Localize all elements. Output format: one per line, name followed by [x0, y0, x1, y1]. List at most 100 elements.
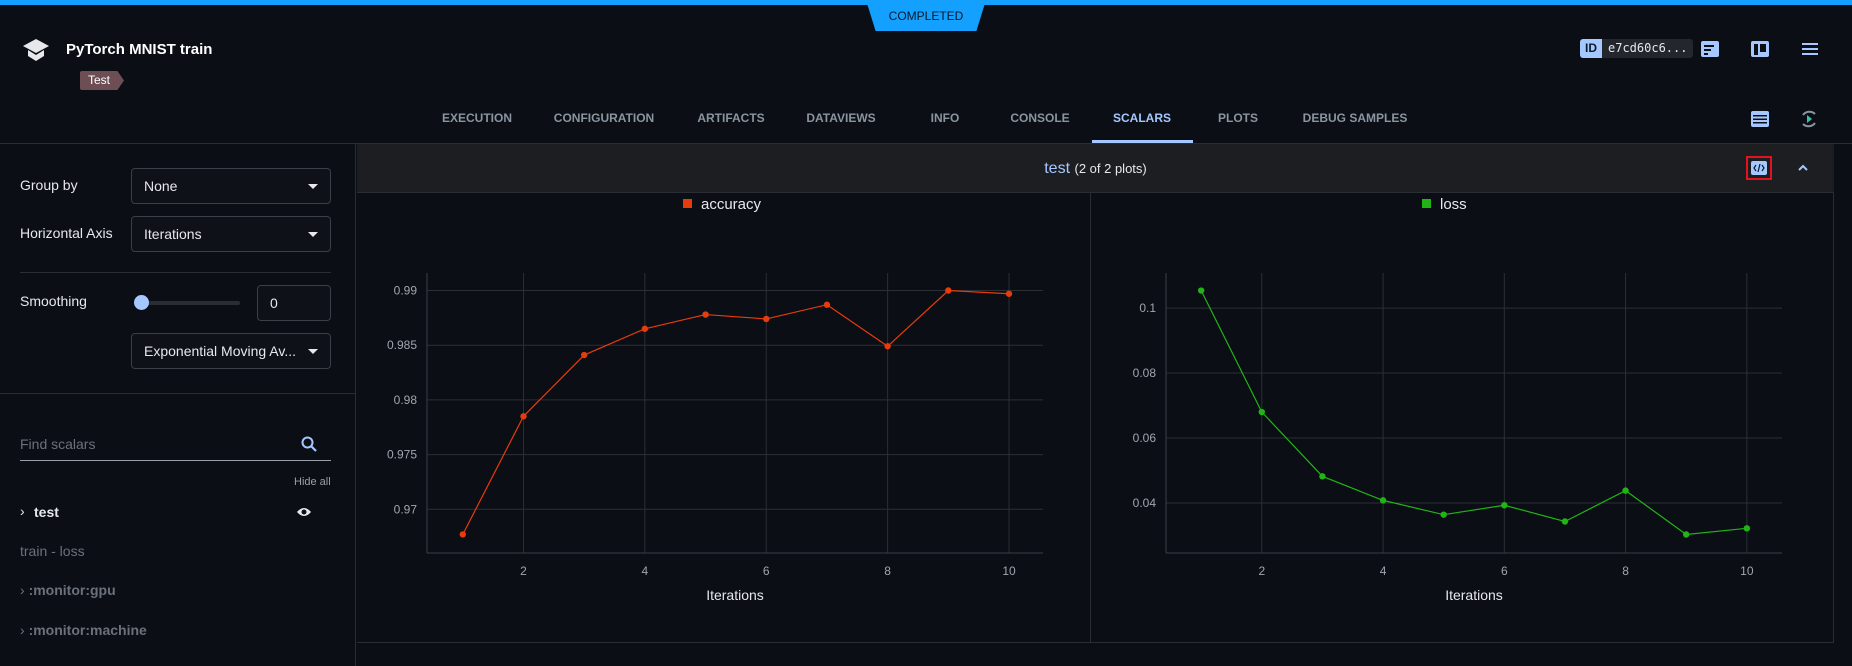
tree-item-label: :monitor:gpu [28, 582, 116, 598]
embed-code-button[interactable] [1746, 156, 1772, 180]
data-point [459, 531, 467, 538]
tab-execution[interactable]: EXECUTION [441, 111, 513, 125]
y-tick-label: 0.975 [387, 448, 417, 462]
data-point [1005, 290, 1013, 297]
chevron-down-icon [308, 348, 318, 354]
graduation-cap-icon [23, 39, 49, 61]
data-point [520, 413, 527, 420]
group-count: (2 of 2 plots) [1074, 161, 1147, 176]
tree-item-monitor-machine[interactable]: › :monitor:machine [20, 622, 147, 638]
smoothing-method-select[interactable]: Exponential Moving Av... [131, 333, 331, 369]
data-point [945, 287, 952, 294]
tab-console[interactable]: CONSOLE [1010, 111, 1070, 125]
tab-configuration[interactable]: CONFIGURATION [553, 111, 655, 125]
smoothing-value: 0 [270, 295, 278, 311]
id-value: e7cd60c6... [1602, 39, 1694, 58]
data-point [763, 315, 770, 323]
divider [0, 393, 355, 394]
plots-panel [357, 193, 1834, 643]
hide-all-button[interactable]: Hide all [294, 476, 331, 488]
y-tick-label: 0.06 [1133, 431, 1157, 445]
x-tick-label: 4 [1380, 564, 1387, 578]
series-line-loss [1200, 290, 1747, 536]
data-point [1379, 497, 1387, 504]
y-tick-label: 0.985 [387, 338, 417, 352]
tree-item-label: :monitor:machine [28, 622, 147, 638]
x-tick-label: 10 [1002, 564, 1016, 578]
x-tick-label: 6 [1501, 564, 1508, 578]
loss-chart[interactable]: 2 4 6 8 10 0.04 0.06 0.08 0.1 loss Iterations [1091, 194, 1833, 642]
tree-item-test[interactable]: › test [20, 503, 331, 523]
task-tag[interactable]: Test [80, 71, 125, 90]
task-id-badge[interactable]: ID e7cd60c6... [1580, 39, 1694, 58]
data-point [1440, 511, 1447, 518]
legend-swatch [1422, 199, 1431, 208]
chevron-right-icon[interactable]: › [20, 503, 25, 519]
x-axis-title: Iterations [1445, 587, 1503, 603]
series-line-accuracy [462, 289, 1010, 535]
header-divider [0, 143, 1852, 144]
tab-plots[interactable]: PLOTS [1217, 111, 1259, 125]
smoothing-slider[interactable] [140, 301, 240, 305]
data-point [1258, 408, 1265, 416]
group-by-select[interactable]: None [131, 168, 331, 204]
group-by-label: Group by [20, 177, 78, 193]
group-by-value: None [144, 178, 178, 194]
chevron-down-icon [308, 231, 318, 237]
data-point [1743, 525, 1751, 532]
eye-icon[interactable] [296, 506, 312, 518]
x-tick-label: 2 [520, 564, 527, 578]
layout-toggle-icon[interactable] [1750, 40, 1770, 58]
tree-item-train-loss[interactable]: train - loss [20, 543, 85, 559]
tab-debug-samples[interactable]: DEBUG SAMPLES [1302, 111, 1408, 125]
y-tick-label: 0.04 [1133, 496, 1157, 510]
chevron-right-icon: › [20, 622, 25, 638]
x-tick-label: 6 [763, 564, 770, 578]
data-point [1501, 502, 1508, 509]
info-panel-icon[interactable] [1700, 40, 1720, 58]
auto-refresh-icon[interactable] [1799, 109, 1819, 129]
y-tick-label: 0.1 [1139, 301, 1156, 315]
code-icon [1751, 161, 1767, 175]
horizontal-axis-select[interactable]: Iterations [131, 216, 331, 252]
tab-info[interactable]: INFO [930, 111, 960, 125]
chevron-right-icon: › [20, 582, 25, 598]
group-name: test [1044, 160, 1071, 177]
tab-scalars[interactable]: SCALARS [1112, 111, 1172, 125]
search-placeholder: Find scalars [20, 436, 96, 452]
tab-artifacts[interactable]: ARTIFACTS [697, 111, 765, 125]
x-tick-label: 8 [1622, 564, 1629, 578]
horizontal-axis-value: Iterations [144, 226, 202, 242]
x-tick-label: 2 [1258, 564, 1265, 578]
data-point [641, 325, 649, 332]
legend-label: accuracy [701, 196, 762, 213]
legend-swatch [683, 199, 692, 208]
smoothing-input[interactable]: 0 [257, 285, 331, 321]
tab-dataviews[interactable]: DATAVIEWS [806, 111, 876, 125]
accuracy-chart[interactable]: 2 4 6 8 10 0.97 0.975 0.98 0.985 0.99 accuracy Iter… [357, 194, 1090, 642]
smoothing-slider-handle[interactable] [134, 295, 149, 310]
data-point [823, 301, 831, 308]
chevron-up-icon[interactable] [1797, 163, 1809, 173]
list-view-icon[interactable] [1750, 110, 1770, 128]
smoothing-method-value: Exponential Moving Av... [144, 343, 297, 359]
task-title: PyTorch MNIST train [66, 41, 213, 58]
tree-item-monitor-gpu[interactable]: › :monitor:gpu [20, 582, 116, 598]
horizontal-axis-label: Horizontal Axis [20, 225, 113, 241]
y-tick-label: 0.98 [394, 393, 418, 407]
data-point [1319, 473, 1326, 480]
scalars-sidebar: Group by None Horizontal Axis Iterations… [0, 144, 356, 666]
smoothing-label: Smoothing [20, 293, 87, 309]
search-input[interactable]: Find scalars [20, 429, 331, 461]
status-badge: COMPLETED [866, 0, 986, 31]
x-tick-label: 4 [642, 564, 649, 578]
search-icon[interactable] [300, 435, 318, 453]
data-point [1683, 531, 1690, 538]
data-point [1561, 518, 1569, 525]
data-point [1622, 487, 1629, 494]
data-point [702, 311, 709, 318]
menu-icon[interactable] [1800, 40, 1820, 58]
x-axis-title: Iterations [706, 587, 764, 603]
data-point [580, 351, 588, 359]
chevron-down-icon [308, 183, 318, 189]
